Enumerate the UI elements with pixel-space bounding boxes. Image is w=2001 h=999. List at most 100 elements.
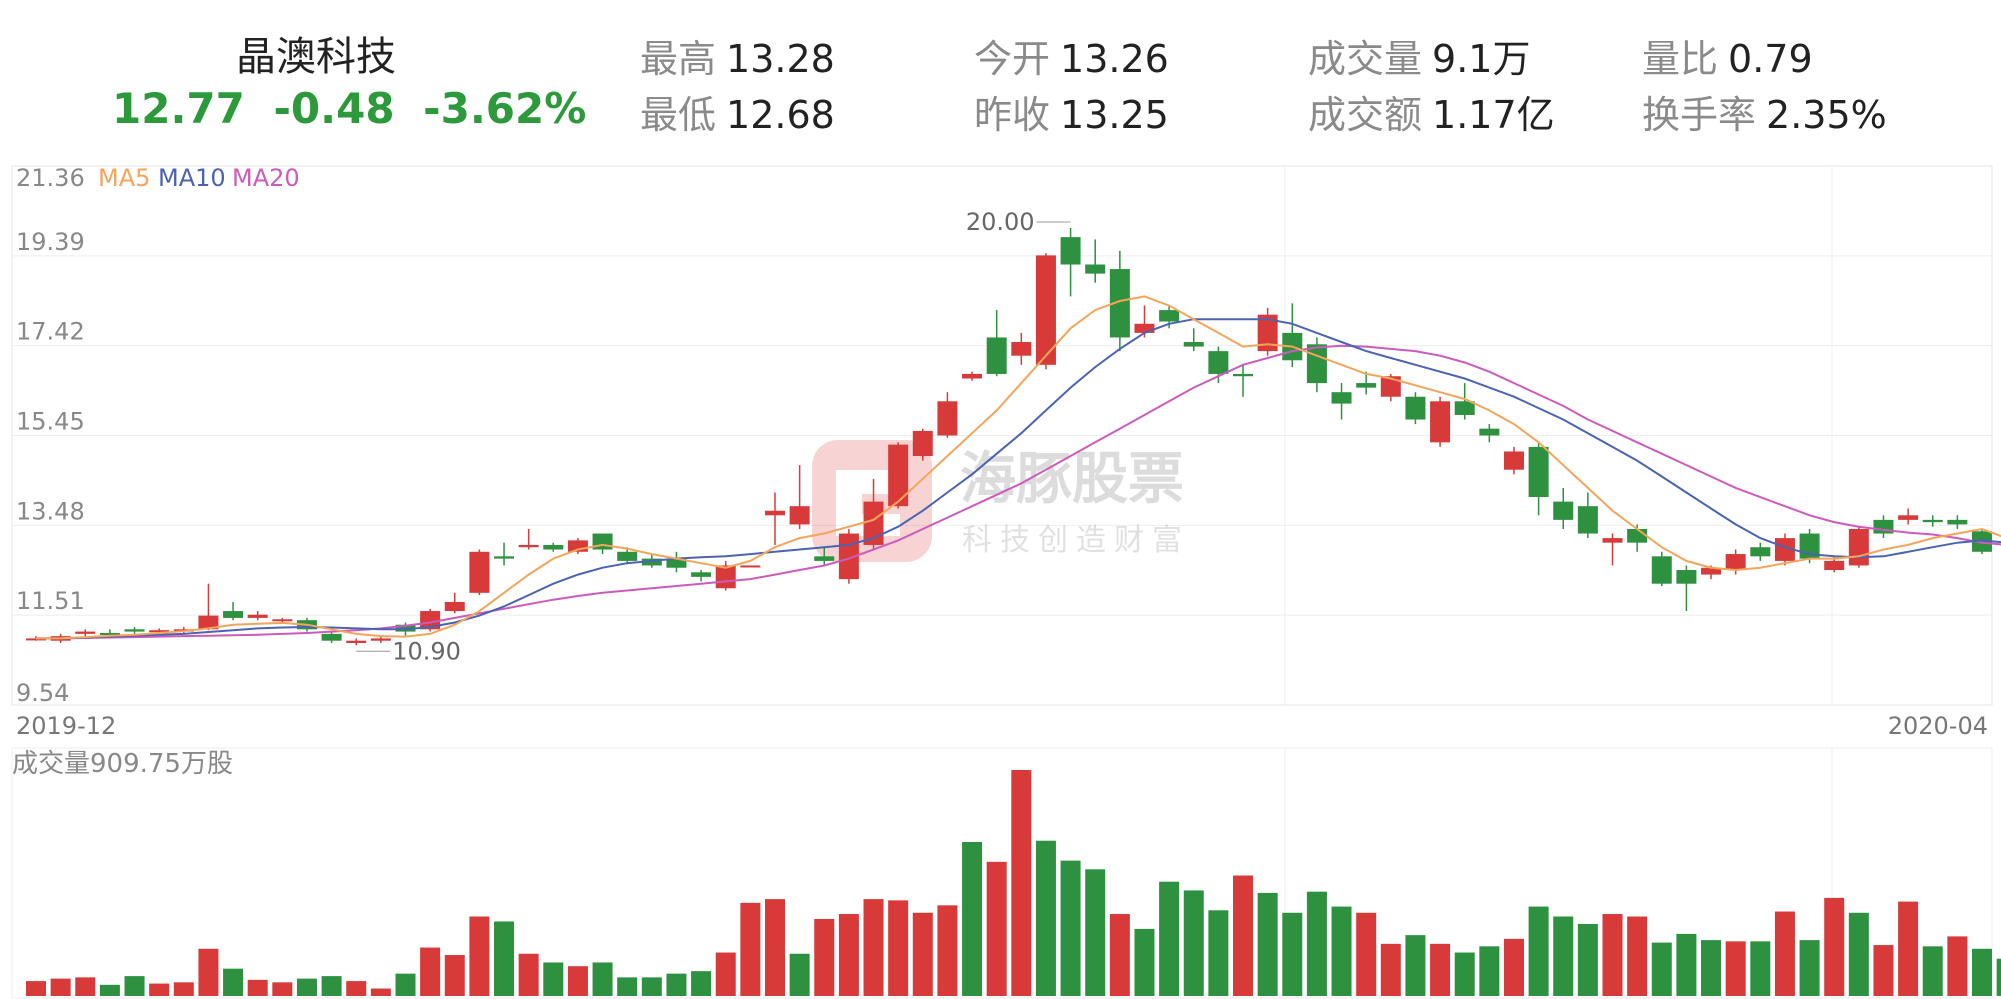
watermark-title: 海豚股票 [960,447,1184,512]
candle-body [666,558,687,568]
stat-volume-ratio: 量比 0.79 [1642,28,1813,83]
volume-bar [666,973,687,996]
candle-body [1725,554,1746,571]
volume-bar [395,973,416,996]
volume-bar [75,977,96,996]
volume-bar [617,977,638,996]
volume-bar [1085,869,1106,996]
volume-bar [863,899,884,996]
volume-bar [1602,914,1623,996]
volume-panel-border [11,747,1993,999]
stat-label: 成交量 [1308,37,1423,81]
candle-body [1479,428,1500,436]
watermark-subtitle: 科技创造财富 [962,523,1190,558]
volume-bar [691,971,712,996]
candle-body [469,551,490,593]
volume-bar [1405,935,1426,996]
candle-body [1085,264,1106,274]
stat-label: 最高 [640,37,717,81]
candle-body [1676,570,1697,584]
volume-bar [1577,923,1598,996]
stat-value: 13.25 [1060,93,1169,137]
ma5-line [36,295,2001,640]
candle-body [1233,373,1254,377]
candle-body [1947,519,1968,525]
volume-bar [1380,943,1401,996]
volume-bar [838,914,859,996]
volume-bar [50,978,71,996]
volume-bar [1651,942,1672,996]
candle-body [617,551,638,561]
volume-bar [1159,881,1180,996]
volume-bar [1257,892,1278,996]
volume-bar [1011,770,1032,996]
volume-bar [888,900,909,996]
volume-bar [789,953,810,996]
candle-body [962,373,983,379]
candle-body [346,640,367,643]
candle-body [1824,560,1845,571]
candle-body [99,632,120,635]
quote-header: 晶澳科技 12.77 -0.48 -3.62% 最高 13.28 最低 12.68 … [0,0,2001,150]
candle-body [272,619,293,622]
stat-label: 换手率 [1642,93,1757,137]
candle-body [1035,255,1056,365]
candle-body [149,630,170,633]
volume-bar [223,968,244,996]
volume-bar [1824,897,1845,996]
stat-value: 0.79 [1728,37,1813,81]
volume-bar [567,966,588,996]
candle-body [764,510,785,516]
legend-ma10: MA10 [158,164,226,192]
volume-bar [986,861,1007,996]
volume-bar [962,841,983,996]
volume-bar [1627,916,1648,996]
y-tick-label: 15.45 [16,408,85,436]
volume-bar [592,962,613,996]
price-change-pct: -3.62% [423,84,587,133]
candle-body [1060,237,1081,265]
volume-bar [518,953,539,996]
stat-high: 最高 13.28 [640,28,835,83]
stat-turnover-amount: 成交额 1.17亿 [1308,84,1555,139]
volume-bar [1282,912,1303,996]
candle-body [444,601,465,612]
volume-bar [370,988,391,996]
candle-body [691,572,712,577]
volume-bar [814,918,835,996]
volume-bar [444,955,465,996]
candle-body [1848,528,1869,566]
stat-label: 今开 [974,37,1051,81]
volume-bar [912,912,933,996]
volume-bar [1972,948,1992,996]
low-annotation: 10.90 [392,637,461,665]
candle-body [1651,556,1672,584]
ma10-line [36,318,2001,640]
volume-bar [1306,891,1327,996]
volume-bar [26,981,46,996]
volume-bars [26,770,2001,996]
volume-bar [99,984,120,996]
candle-body [1380,376,1401,397]
stat-prev-close: 昨收 13.25 [974,84,1169,139]
stat-label: 昨收 [974,93,1051,137]
candle-body [863,501,884,545]
stat-value: 12.68 [726,93,835,137]
volume-bar [149,983,170,996]
volume-bar [1676,933,1697,996]
candle-body [1750,547,1771,557]
stat-value: 2.35% [1766,93,1887,137]
candle-body [1331,392,1352,404]
stat-value: 13.26 [1060,37,1169,81]
y-tick-label: 11.51 [16,587,85,615]
stat-label: 成交额 [1308,93,1423,137]
volume-bar [1233,875,1254,996]
volume-bar [198,948,219,996]
moving-averages [36,295,2001,640]
volume-bar [1134,928,1155,996]
candle-body [395,624,416,632]
candle-body [1972,531,1992,552]
volume-bar [494,921,515,996]
candle-body [888,444,909,507]
